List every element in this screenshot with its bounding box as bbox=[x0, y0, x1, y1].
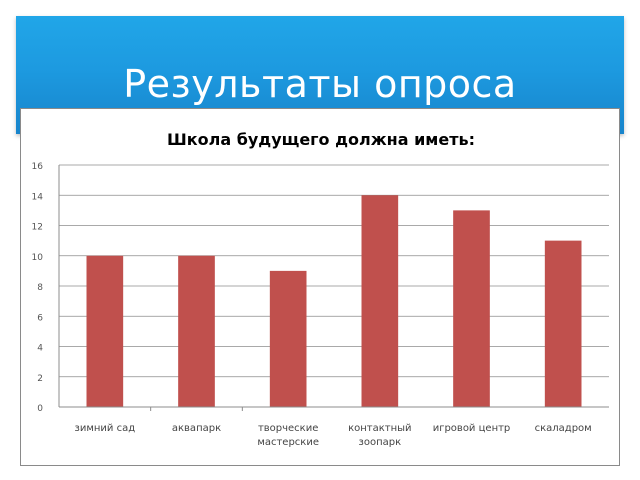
bar bbox=[544, 240, 582, 407]
axes bbox=[58, 165, 609, 411]
y-tick-label: 14 bbox=[32, 192, 44, 202]
y-tick-label: 12 bbox=[32, 223, 43, 233]
x-tick-label-line: зимний сад bbox=[75, 423, 136, 434]
x-tick-label: скаладром bbox=[535, 423, 592, 434]
y-tick-label: 6 bbox=[37, 313, 43, 323]
x-tick-label-line: аквапарк bbox=[172, 423, 221, 434]
x-tick-label: зимний сад bbox=[75, 423, 136, 434]
x-tick-label-line: игровой центр bbox=[433, 423, 511, 434]
bar bbox=[269, 270, 307, 407]
x-tick-label-line: контактный bbox=[348, 423, 411, 434]
x-tick-label: творческие мастерские bbox=[257, 423, 319, 448]
y-tick-label: 10 bbox=[32, 253, 44, 263]
chart-container: Школа будущего должна иметь: 0 2 4 6 8 10 12 14… bbox=[20, 108, 620, 466]
y-tick-label: 4 bbox=[37, 344, 43, 354]
chart-title: Школа будущего должна иметь: bbox=[167, 130, 475, 149]
x-tick-labels: зимний сад аквапарк творческие мастерские ко… bbox=[75, 423, 592, 448]
bars bbox=[86, 195, 582, 407]
bar bbox=[453, 210, 490, 407]
slide-title: Результаты опроса bbox=[123, 62, 517, 106]
bar bbox=[361, 195, 399, 407]
x-tick-label-line: зоопарк bbox=[359, 437, 402, 448]
gridlines bbox=[59, 164, 609, 378]
y-tick-labels: 0 2 4 6 8 10 12 14 16 bbox=[32, 162, 44, 414]
y-tick-label: 0 bbox=[37, 404, 43, 414]
y-tick-label: 8 bbox=[37, 283, 43, 293]
x-tick-label: игровой центр bbox=[433, 423, 511, 434]
bar bbox=[86, 255, 124, 407]
x-tick-label-line: творческие bbox=[258, 423, 318, 434]
y-tick-label: 16 bbox=[32, 162, 44, 172]
x-tick-label: аквапарк bbox=[172, 423, 221, 434]
x-tick-label: контактный зоопарк bbox=[348, 423, 411, 448]
bar-chart: Школа будущего должна иметь: 0 2 4 6 8 10 12 14… bbox=[32, 130, 609, 448]
bar bbox=[178, 255, 215, 407]
x-tick-label-line: мастерские bbox=[257, 437, 319, 448]
y-tick-label: 2 bbox=[37, 374, 43, 384]
x-tick-label-line: скаладром bbox=[535, 423, 592, 434]
